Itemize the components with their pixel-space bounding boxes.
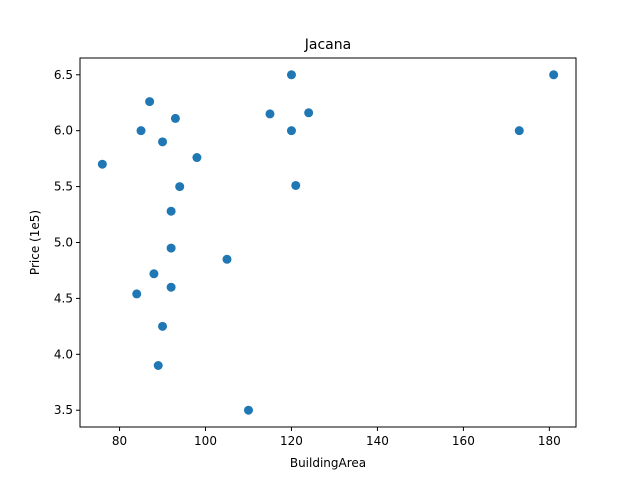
- data-point: [149, 269, 159, 279]
- data-point: [136, 126, 146, 136]
- data-point: [145, 97, 155, 107]
- y-tick-label: 3.5: [54, 403, 73, 417]
- data-point: [166, 206, 176, 216]
- y-tick-label: 4.5: [54, 291, 73, 305]
- data-point: [514, 126, 524, 136]
- data-point: [97, 159, 107, 169]
- data-point: [286, 70, 296, 80]
- data-point: [158, 321, 168, 331]
- y-axis-label: Price (1e5): [28, 210, 42, 275]
- data-point: [286, 126, 296, 136]
- data-point: [166, 243, 176, 253]
- x-tick-label: 180: [538, 434, 561, 448]
- data-point: [132, 289, 142, 299]
- x-axis-label: BuildingArea: [290, 456, 366, 470]
- data-points: [97, 70, 559, 415]
- x-tick-label: 80: [112, 434, 127, 448]
- data-point: [166, 282, 176, 292]
- data-point: [158, 137, 168, 147]
- data-point: [304, 108, 314, 118]
- data-point: [153, 361, 163, 370]
- data-point: [243, 405, 253, 415]
- data-point: [175, 182, 185, 192]
- data-point: [265, 109, 275, 119]
- x-tick-label: 160: [452, 434, 475, 448]
- data-point: [549, 70, 559, 80]
- y-tick-label: 6.0: [54, 124, 73, 138]
- y-tick-label: 5.0: [54, 236, 73, 250]
- data-point: [222, 254, 232, 264]
- x-axis-ticks: 80 100 120 140 160 180: [112, 427, 561, 448]
- y-tick-label: 6.5: [54, 68, 73, 82]
- plot-frame: [79, 57, 577, 428]
- data-point: [170, 113, 180, 123]
- y-axis-ticks: 3.5 4.0 4.5 5.0 5.5 6.0 6.5: [54, 68, 80, 417]
- x-tick-label: 100: [194, 434, 217, 448]
- y-tick-label: 4.0: [54, 347, 73, 361]
- x-tick-label: 120: [280, 434, 303, 448]
- x-tick-label: 140: [366, 434, 389, 448]
- data-point: [291, 180, 301, 190]
- data-point: [192, 153, 202, 163]
- chart-title: Jacana: [304, 37, 351, 53]
- y-tick-label: 5.5: [54, 180, 73, 194]
